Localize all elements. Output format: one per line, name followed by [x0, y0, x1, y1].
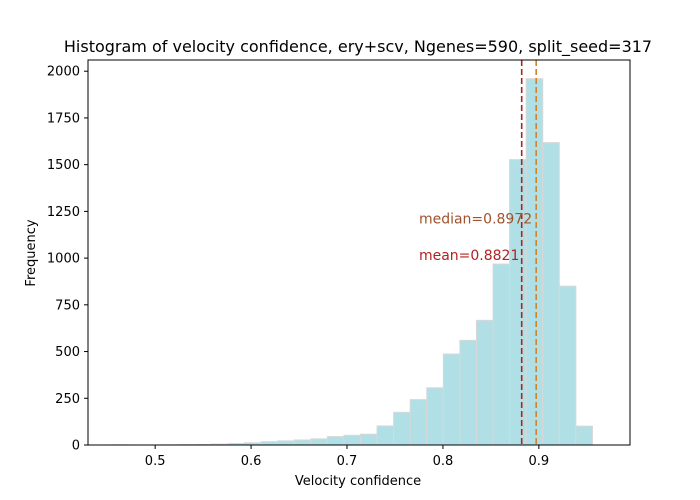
bars-group — [111, 78, 593, 446]
chart-title: Histogram of velocity confidence, ery+sc… — [64, 37, 652, 57]
histogram-bar — [260, 441, 279, 446]
histogram-bar — [409, 399, 428, 446]
x-tick-label: 0.5 — [145, 454, 166, 469]
x-axis-ticks: 0.5 0.6 0.7 0.8 0.9 — [145, 445, 549, 469]
histogram-bar — [310, 438, 328, 446]
annotations-group: median=0.8972 mean=0.8821 — [419, 212, 532, 264]
reference-lines-group — [520, 60, 537, 445]
y-tick-label: 0 — [72, 439, 80, 454]
histogram-bar — [492, 263, 511, 446]
histogram-bar — [525, 78, 544, 446]
y-tick-label: 2000 — [47, 65, 80, 80]
histogram-bar — [426, 387, 444, 446]
histogram-bar — [326, 436, 345, 446]
y-tick-label: 1250 — [47, 205, 80, 220]
y-tick-label: 500 — [55, 345, 80, 360]
histogram-bar — [376, 425, 395, 446]
histogram-bar — [343, 434, 361, 446]
histogram-bar — [393, 411, 411, 446]
histogram-bar — [293, 439, 312, 446]
annotation-label: median=0.8972 — [419, 212, 532, 228]
y-tick-label: 1000 — [47, 252, 80, 267]
y-tick-label: 750 — [55, 298, 80, 313]
y-axis-ticks: 0 250 500 750 1000 1250 1500 1750 2000 — [47, 65, 88, 454]
histogram-bar — [359, 433, 378, 446]
x-tick-label: 0.7 — [337, 454, 358, 469]
histogram-bar — [558, 285, 577, 446]
histogram-bar — [475, 319, 494, 446]
x-axis-label: Velocity confidence — [295, 474, 421, 489]
histogram-bar — [277, 440, 295, 446]
histogram-bar — [509, 159, 527, 446]
x-tick-label: 0.9 — [529, 454, 550, 469]
histogram-bar — [459, 339, 477, 446]
histogram-bar — [442, 353, 461, 446]
y-tick-label: 250 — [55, 392, 80, 407]
y-axis-label: Frequency — [24, 219, 39, 286]
x-tick-label: 0.8 — [433, 454, 454, 469]
x-tick-label: 0.6 — [241, 454, 262, 469]
y-tick-label: 1500 — [47, 158, 80, 173]
plot-frame — [87, 59, 631, 446]
histogram-bar — [542, 142, 560, 446]
histogram-bar — [575, 425, 593, 446]
y-tick-label: 1750 — [47, 111, 80, 126]
annotation-label: mean=0.8821 — [419, 248, 519, 264]
